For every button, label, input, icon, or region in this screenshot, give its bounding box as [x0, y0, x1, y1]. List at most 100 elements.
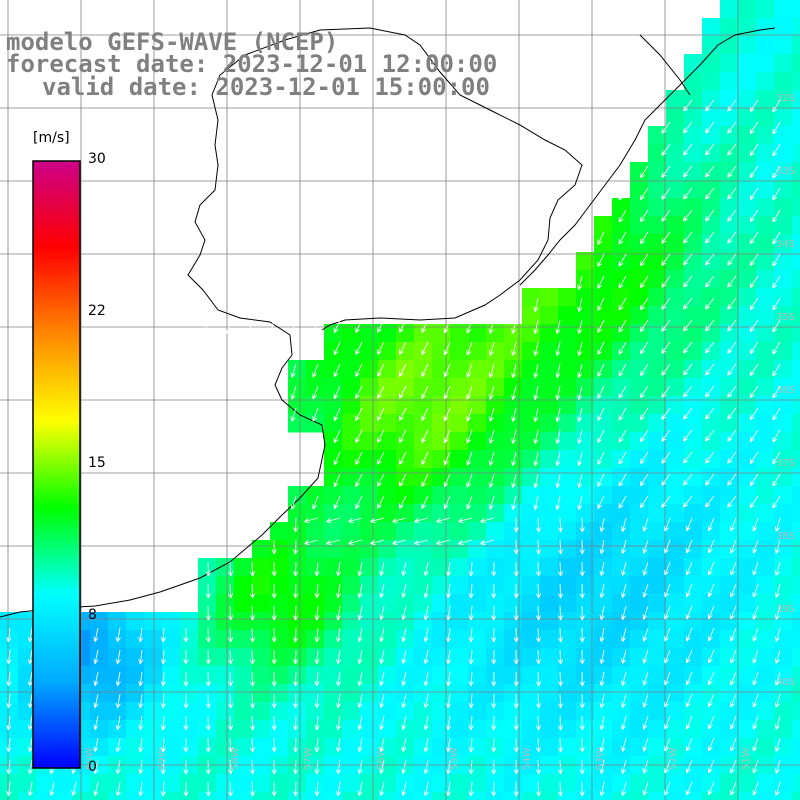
field-cell: [252, 666, 271, 685]
wind-arrow: [752, 561, 759, 576]
wind-arrow: [618, 297, 627, 311]
latitude-label: 38S: [776, 531, 795, 542]
field-cell: [792, 252, 800, 271]
wind-arrow: [577, 473, 583, 488]
longitude-label: 60W: [84, 747, 95, 770]
wind-arrow: [93, 693, 99, 708]
field-cell: [540, 324, 559, 343]
field-cell: [630, 450, 649, 469]
field-cell: [702, 378, 721, 397]
wind-arrow: [436, 539, 451, 546]
wind-arrow: [271, 583, 277, 599]
field-cell: [612, 648, 631, 667]
wind-arrow: [597, 275, 605, 289]
field-cell: [738, 342, 757, 361]
wind-arrow: [639, 165, 649, 179]
wind-arrow: [227, 671, 234, 687]
wind-arrow: [511, 473, 517, 488]
wind-arrow: [468, 649, 474, 665]
field-cell: [774, 144, 793, 163]
field-cell: [360, 576, 379, 595]
wind-arrow: [370, 539, 385, 546]
wind-arrow: [333, 341, 341, 356]
field-cell: [234, 630, 253, 649]
wind-arrow: [312, 385, 319, 400]
wind-arrow: [511, 429, 517, 444]
field-cell: [756, 720, 775, 739]
wind-arrow: [399, 385, 407, 399]
wind-arrow: [664, 605, 671, 620]
field-cell: [792, 306, 800, 325]
wind-arrow: [533, 385, 539, 400]
field-cell: [594, 234, 613, 253]
latitude-label: 39S: [776, 604, 795, 615]
field-cell: [414, 324, 433, 343]
wind-arrow: [205, 627, 211, 643]
field-cell: [702, 450, 721, 469]
field-cell: [792, 54, 800, 73]
field-cell: [450, 414, 469, 433]
wind-arrow: [730, 561, 737, 576]
field-cell: [720, 216, 739, 235]
field-cell: [756, 432, 775, 451]
field-cell: [126, 684, 145, 703]
wind-arrow: [597, 253, 605, 267]
field-cell: [360, 666, 379, 685]
wind-arrow: [335, 605, 342, 621]
field-cell: [540, 558, 559, 577]
field-cell: [162, 702, 181, 721]
field-cell: [702, 666, 721, 685]
field-cell: [774, 72, 793, 91]
field-cell: [648, 306, 667, 325]
wind-arrow: [642, 539, 649, 554]
field-cell: [684, 432, 703, 451]
latitude-label: 33S: [776, 166, 795, 177]
field-cell: [684, 792, 703, 800]
field-cell: [666, 540, 685, 559]
wind-arrow: [6, 671, 12, 687]
field-cell: [450, 558, 469, 577]
wind-arrow: [443, 407, 451, 422]
field-cell: [648, 342, 667, 361]
field-cell: [666, 252, 685, 271]
field-cell: [486, 324, 505, 343]
field-cell: [558, 630, 577, 649]
field-cell: [720, 792, 739, 800]
wind-arrow: [685, 539, 693, 554]
field-cell: [414, 720, 433, 739]
wind-arrow: [533, 473, 539, 488]
wind-arrow: [579, 539, 585, 555]
wind-arrow: [27, 671, 33, 687]
field-cell: [774, 162, 793, 181]
field-cell: [90, 738, 109, 757]
wind-arrow: [513, 539, 519, 555]
wind-arrow: [423, 627, 429, 643]
field-cell: [774, 90, 793, 109]
field-cell: [540, 414, 559, 433]
field-cell: [126, 666, 145, 685]
field-cell: [90, 774, 109, 793]
wind-arrow: [621, 671, 627, 686]
field-cell: [648, 522, 667, 541]
field-cell: [756, 198, 775, 217]
field-cell: [630, 216, 649, 235]
field-cell: [756, 270, 775, 289]
field-cell: [144, 666, 163, 685]
longitude-label: 58W: [230, 747, 241, 770]
field-cell: [0, 630, 19, 649]
field-cell: [774, 342, 793, 361]
field-cell: [234, 666, 253, 685]
field-cell: [648, 432, 667, 451]
field-cell: [0, 792, 19, 800]
field-cell: [792, 468, 800, 487]
field-cell: [558, 504, 577, 523]
field-cell: [756, 306, 775, 325]
wind-arrow: [683, 143, 693, 156]
wind-arrow: [446, 649, 452, 665]
field-cell: [0, 684, 19, 703]
field-cell: [648, 396, 667, 415]
field-cell: [180, 738, 199, 757]
wind-arrow: [468, 671, 474, 687]
colorbar-tick-label: 8: [88, 607, 97, 623]
field-cell: [738, 306, 757, 325]
